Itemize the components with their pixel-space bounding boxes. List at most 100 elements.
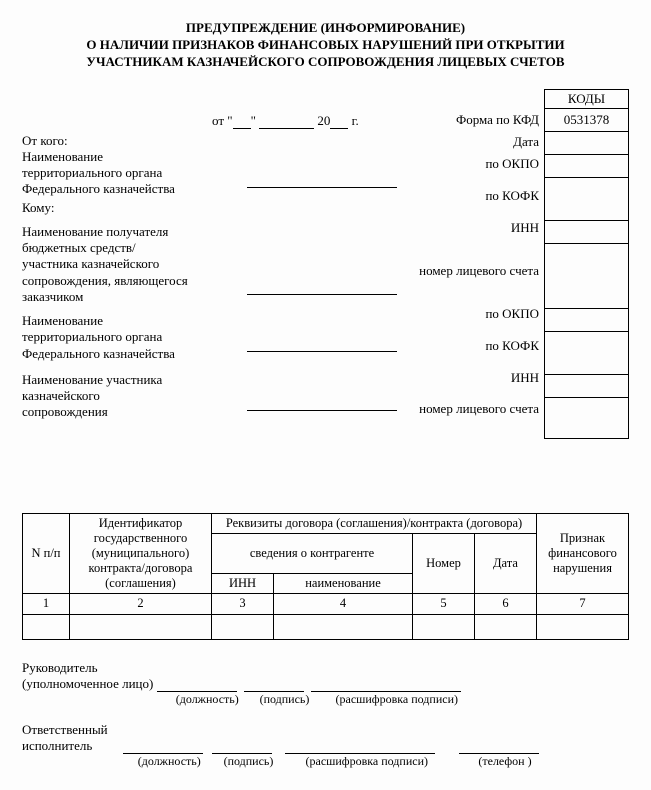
code-okpo2 [544, 309, 629, 332]
c3[interactable] [212, 614, 274, 639]
underline1 [247, 187, 397, 188]
header-block: КОДЫ 0531378 Форма по КФД Дата по ОКПО п… [22, 89, 629, 499]
date-month-blank[interactable] [259, 128, 314, 129]
exec-pos-line[interactable] [123, 741, 203, 754]
lbl-okpo2: по ОКПО [389, 303, 539, 325]
num-row: 1 2 3 4 5 6 7 [23, 593, 629, 614]
exec-sign: Ответственный исполнитель (должность) (п… [22, 722, 629, 770]
cap-pos2: (должность) [129, 754, 209, 769]
underline3 [247, 351, 397, 352]
code-account1 [544, 244, 629, 309]
c1[interactable] [23, 614, 70, 639]
th-sign: Признак финансового нарушения [537, 513, 629, 593]
to-label: Кому: [22, 200, 242, 216]
th-dt: Дата [475, 533, 537, 593]
lbl-okpo1: по ОКПО [389, 153, 539, 175]
page-title: ПРЕДУПРЕЖДЕНИЕ (ИНФОРМИРОВАНИЕ) О НАЛИЧИ… [22, 20, 629, 71]
lbl-empty [389, 89, 539, 109]
th-contr: сведения о контрагенте [212, 533, 413, 573]
date-suffix: г. [348, 113, 358, 128]
head-sign: Руководитель (уполномоченное лицо) (долж… [22, 660, 629, 708]
th-rekv: Реквизиты договора (соглашения)/контракт… [212, 513, 537, 533]
recip-c: участника казначейского [22, 256, 242, 272]
org1b: территориального органа [22, 165, 242, 181]
exec-a: Ответственный [22, 722, 108, 737]
blank-row [23, 614, 629, 639]
left-labels: От кого: Наименование территориального о… [22, 89, 242, 425]
org2a: Наименование [22, 313, 242, 329]
date-yp: 20 [314, 113, 330, 128]
c2[interactable] [70, 614, 212, 639]
date-line: от " " 20 г. [212, 113, 359, 129]
lbl-kofk1: по КОФК [389, 175, 539, 217]
cap-sig1: (подпись) [255, 692, 315, 707]
cap-name2: (расшифровка подписи) [292, 754, 442, 769]
recip-a: Наименование получателя [22, 224, 242, 240]
underline2 [247, 294, 397, 295]
cap-sig2: (подпись) [219, 754, 279, 769]
n2: 2 [70, 593, 212, 614]
date-day-blank[interactable] [233, 128, 251, 129]
n5: 5 [413, 593, 475, 614]
n6: 6 [475, 593, 537, 614]
th-npp: N п/п [23, 513, 70, 593]
n3: 3 [212, 593, 274, 614]
head-sign-line[interactable] [244, 679, 304, 692]
underline4 [247, 410, 397, 411]
cap-tel: (телефон ) [465, 754, 545, 769]
code-account2 [544, 398, 629, 439]
title-l1: ПРЕДУПРЕЖДЕНИЕ (ИНФОРМИРОВАНИЕ) [186, 20, 465, 35]
code-form: 0531378 [544, 109, 629, 132]
c6[interactable] [475, 614, 537, 639]
lbl-inn2: ИНН [389, 367, 539, 389]
main-table: N п/п Идентификатор государственного (му… [22, 513, 629, 640]
th-ident: Идентификатор государственного (муниципа… [70, 513, 212, 593]
lbl-form: Форма по КФД [389, 109, 539, 131]
date-year-blank[interactable] [330, 128, 348, 129]
date-mid: " [251, 113, 260, 128]
sign-block: Руководитель (уполномоченное лицо) (долж… [22, 660, 629, 770]
lbl-kofk2: по КОФК [389, 325, 539, 367]
codes-header: КОДЫ [544, 89, 629, 109]
org2b: территориального органа [22, 329, 242, 345]
part-c: сопровождения [22, 404, 242, 420]
code-okpo1 [544, 155, 629, 178]
code-date [544, 132, 629, 155]
part-b: казначейского [22, 388, 242, 404]
head-a: Руководитель [22, 660, 98, 675]
n4: 4 [274, 593, 413, 614]
codes-column: КОДЫ 0531378 [544, 89, 629, 439]
c5[interactable] [413, 614, 475, 639]
n1: 1 [23, 593, 70, 614]
org1a: Наименование [22, 149, 242, 165]
th-inn: ИНН [212, 573, 274, 593]
c7[interactable] [537, 614, 629, 639]
lbl-acc1: номер лицевого счета [389, 239, 539, 303]
org2c: Федерального казначейства [22, 346, 242, 362]
head-pos-line[interactable] [157, 679, 237, 692]
lbl-date: Дата [389, 131, 539, 153]
th-num: Номер [413, 533, 475, 593]
th-name: наименование [274, 573, 413, 593]
code-kofk1 [544, 178, 629, 221]
recip-d: сопровождения, являющегося [22, 273, 242, 289]
code-kofk2 [544, 332, 629, 375]
date-prefix: от " [212, 113, 233, 128]
code-inn1 [544, 221, 629, 244]
cap-name1: (расшифровка подписи) [322, 692, 472, 707]
exec-tel-line[interactable] [459, 741, 539, 754]
head-name-line[interactable] [311, 679, 461, 692]
lbl-acc2: номер лицевого счета [389, 389, 539, 429]
recip-e: заказчиком [22, 289, 242, 305]
lbl-inn1: ИНН [389, 217, 539, 239]
exec-b: исполнитель [22, 738, 92, 753]
title-l3: УЧАСТНИКАМ КАЗНАЧЕЙСКОГО СОПРОВОЖДЕНИЯ Л… [86, 54, 564, 69]
title-l2: О НАЛИЧИИ ПРИЗНАКОВ ФИНАНСОВЫХ НАРУШЕНИЙ… [86, 37, 564, 52]
exec-name-line[interactable] [285, 741, 435, 754]
exec-sign-line[interactable] [212, 741, 272, 754]
head-b: (уполномоченное лицо) [22, 676, 153, 691]
org1c: Федерального казначейства [22, 181, 242, 197]
right-labels: Форма по КФД Дата по ОКПО по КОФК ИНН но… [389, 89, 539, 429]
c4[interactable] [274, 614, 413, 639]
cap-pos1: (должность) [167, 692, 247, 707]
